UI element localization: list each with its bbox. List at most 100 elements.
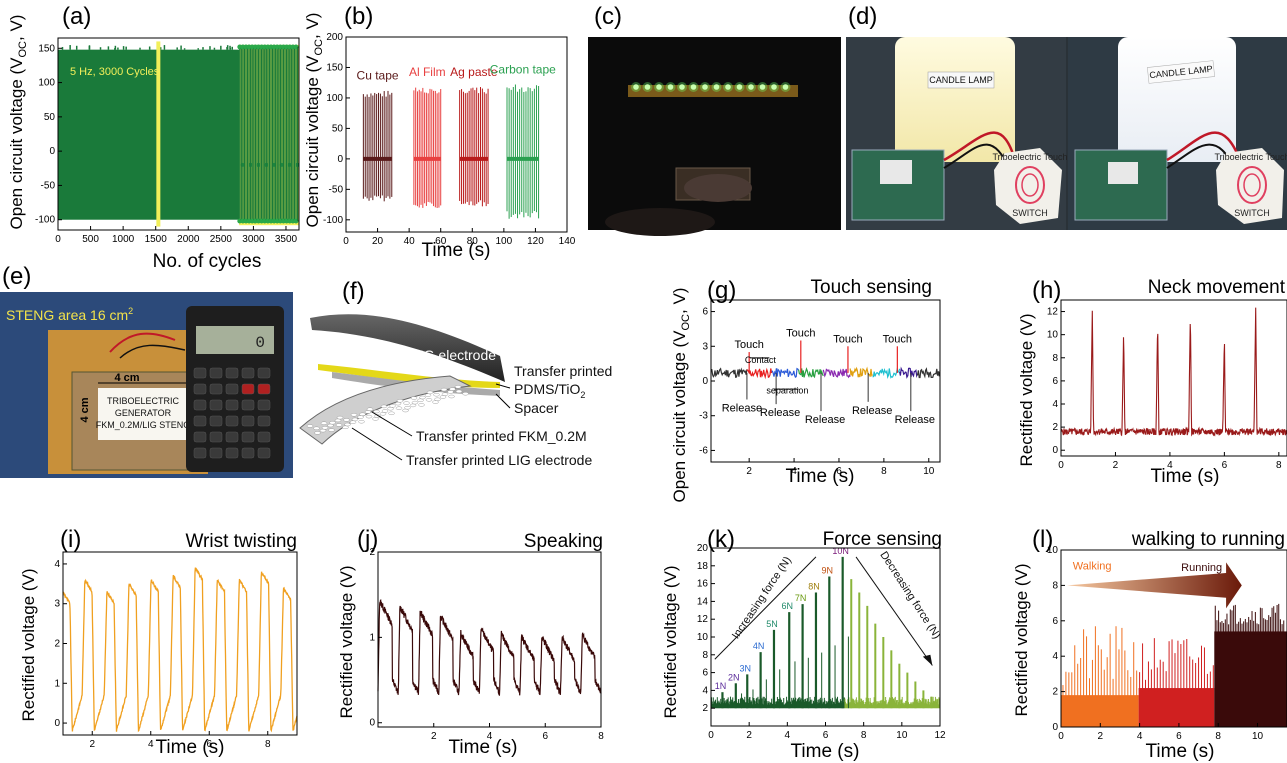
calculator-key: [193, 399, 207, 411]
y-tick-label: 4: [54, 559, 60, 570]
pattern-cell: [410, 396, 418, 400]
calculator-display: [196, 326, 274, 354]
y-tick-label: -100: [35, 215, 55, 226]
x-tick-label: 4: [148, 739, 154, 750]
panel-l-ylabel: Rectified voltage (V): [1012, 563, 1031, 716]
x-tick-label: 2: [89, 739, 95, 750]
pattern-cell: [402, 408, 409, 413]
x-tick-label: 10: [1252, 731, 1264, 742]
pattern-cell: [319, 428, 327, 433]
signal-line: [62, 567, 298, 733]
y-tick-label: 0: [54, 718, 60, 729]
pattern-cell: [388, 411, 395, 415]
pattern-cell: [381, 409, 389, 413]
panel-c-label: (c): [594, 3, 622, 30]
fingerprint-icon: [1015, 166, 1045, 204]
walking-band: [1061, 695, 1139, 727]
series-label: Al Film: [409, 65, 446, 79]
axis-frame: [1060, 549, 1287, 728]
x-tick-label: 4: [1137, 731, 1143, 742]
series-carbon-tape: Carbon tape: [490, 63, 556, 219]
pattern-cell: [441, 392, 449, 396]
series-al-film: Al Film: [409, 65, 446, 208]
pattern-cell: [351, 417, 359, 422]
x-tick-label: 6: [1222, 460, 1228, 471]
y-tick-label: 200: [326, 32, 343, 43]
pattern-cell: [439, 395, 447, 399]
pattern-cell: [373, 409, 380, 414]
pattern-cell: [426, 390, 434, 395]
calculator-key: [209, 383, 223, 395]
panel-i-ylabel: Rectified voltage (V): [19, 568, 38, 721]
x-tick-label: 120: [527, 236, 544, 247]
panel-k-xlabel: Time (s): [791, 741, 860, 762]
x-tick-label: 6: [206, 739, 212, 750]
pattern-cell: [455, 389, 463, 394]
led: [759, 84, 766, 90]
pattern-cell: [372, 417, 379, 421]
series-cu-tape: Cu tape: [357, 69, 399, 202]
pattern-cell: [440, 387, 448, 392]
x-tick-label: 8: [598, 731, 604, 742]
pattern-cell: [379, 412, 387, 416]
x-tick-label: 2500: [210, 234, 233, 245]
pattern-cell: [327, 423, 334, 428]
calculator-key: [225, 447, 239, 459]
signal-segment: [746, 367, 773, 380]
calculator-key: [257, 367, 271, 379]
x-tick-label: 2000: [177, 234, 200, 245]
switch-label-left: SWITCH: [1012, 208, 1048, 218]
x-tick-label: 6: [542, 731, 548, 742]
touch-label: Touch: [786, 328, 815, 340]
calculator-key: [257, 431, 271, 443]
calculator-key: [193, 431, 207, 443]
y-tick-label: 20: [697, 543, 709, 554]
increasing-label: Increasing force (N): [730, 555, 794, 642]
panel-j-plot: 2 4 6 8 0 1 2: [369, 547, 604, 742]
y-tick-label: 0: [702, 376, 708, 387]
calculator-key: [241, 367, 255, 379]
pattern-cell: [349, 420, 357, 424]
axis-frame: [345, 36, 568, 233]
x-tick-label: 1000: [112, 234, 135, 245]
x-tick-label: 8: [881, 466, 887, 477]
y-tick-label: 12: [697, 614, 709, 625]
pattern-cell: [320, 421, 328, 425]
panel-g-title: Touch sensing: [811, 277, 932, 298]
x-tick-label: 0: [55, 234, 61, 245]
pattern-cell: [403, 401, 410, 405]
panel-h-plot: 0 2 4 6 8 0 2 4 6 8 10 12: [1047, 299, 1287, 471]
pattern-cell: [424, 393, 432, 397]
touch-label: Touch: [833, 333, 862, 345]
y-tick-label: 4: [1052, 651, 1058, 662]
panel-j-label: (j): [357, 526, 378, 553]
panel-e-photo: TRIBOELECTRIC GENERATOR FKM_0.2M/LIG STE…: [0, 263, 293, 478]
panel-a-plot: 0 500 1000 1500 2000 2500 3000 3500 -100 -50 0 50 10…: [35, 37, 300, 245]
force-label: 1N: [715, 681, 727, 691]
y-tick-label: 0: [1052, 722, 1058, 733]
series-label: Cu tape: [357, 69, 399, 83]
y-tick-label: 50: [332, 123, 344, 134]
y-tick-label: 3: [54, 599, 60, 610]
pattern-cell: [357, 415, 364, 419]
pattern-cell: [342, 425, 349, 429]
panel-e-label: (e): [2, 263, 31, 290]
led: [736, 84, 743, 90]
panel-b-ylabel: Open circuit voltage (VOC, V): [303, 13, 325, 228]
signal-line: [1060, 307, 1287, 437]
x-tick-label: 10: [896, 730, 908, 741]
svg-text:GENERATOR: GENERATOR: [115, 408, 172, 418]
x-tick-label: 0: [1058, 731, 1064, 742]
fkm-surface-pattern: [306, 385, 469, 435]
switch-right: [1216, 148, 1284, 224]
panel-l-title: walking to running: [1131, 529, 1285, 550]
calculator-key: [209, 431, 223, 443]
calculator-key: [241, 431, 255, 443]
y-tick-label: 100: [38, 78, 55, 89]
series-label: Carbon tape: [490, 63, 556, 77]
